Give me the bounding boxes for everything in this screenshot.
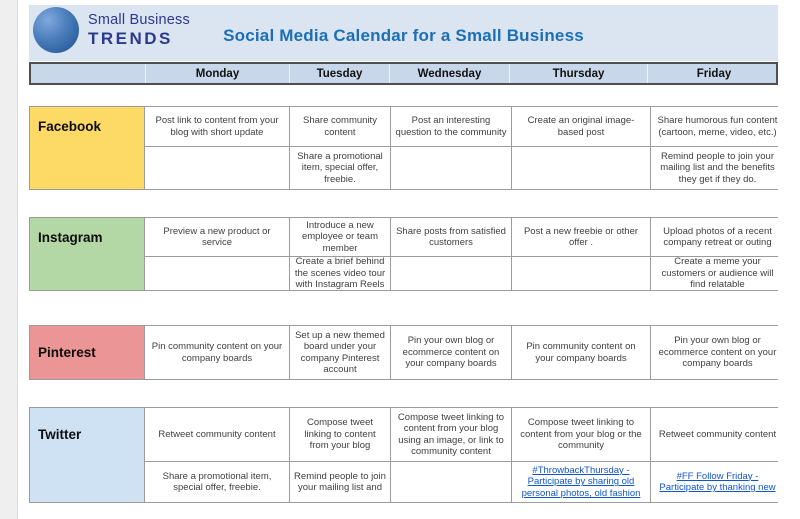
hashtag-link-twitter-thursday[interactable]: #ThrowbackThursday - Participate by shar…: [521, 464, 641, 499]
cell-pinterest-wednesday: Pin your own blog or ecommerce content o…: [391, 326, 511, 379]
cell-pinterest-thursday: Pin community content on your company bo…: [512, 326, 650, 379]
cell-instagram-monday-r2: [145, 257, 289, 290]
cell-instagram-tuesday-r1: Introduce a new employee or team member: [290, 218, 390, 256]
cell-twitter-thursday-r1: Compose tweet linking to content from yo…: [512, 408, 650, 461]
cell-twitter-friday-r1: Retweet community content: [651, 408, 784, 461]
cell-twitter-wednesday-r1: Compose tweet linking to content from yo…: [391, 408, 511, 461]
platform-label-facebook: Facebook: [30, 107, 144, 189]
platform-row-pinterest: Pinterest Pin community content on your c…: [29, 325, 784, 380]
platform-row-instagram: Instagram Preview a new product or servic…: [29, 217, 784, 291]
page-margin-gutter: [0, 0, 18, 519]
platform-name-twitter: Twitter: [38, 427, 82, 442]
cell-pinterest-tuesday: Set up a new themed board under your com…: [290, 326, 390, 379]
day-header-thursday: Thursday: [509, 64, 647, 83]
platform-label-instagram: Instagram: [30, 218, 144, 290]
cell-twitter-wednesday-r2: [391, 462, 511, 502]
cell-facebook-monday-r2: [145, 147, 289, 189]
day-header-row: Monday Tuesday Wednesday Thursday Friday: [29, 62, 778, 85]
cell-facebook-monday-r1: Post link to content from your blog with…: [145, 107, 289, 146]
platform-name-instagram: Instagram: [38, 229, 103, 245]
cell-instagram-thursday-r2: [512, 257, 650, 290]
cell-instagram-tuesday-r2: Create a brief behind the scenes video t…: [290, 257, 390, 290]
cell-facebook-friday-r1: Share humorous fun content (cartoon, mem…: [651, 107, 784, 146]
platform-row-twitter: Twitter Retweet community content Compose …: [29, 407, 784, 503]
page-title: Social Media Calendar for a Small Busine…: [223, 26, 584, 45]
logo-line2: TRENDS: [88, 28, 173, 48]
platform-row-facebook: Facebook Post link to content from your b…: [29, 106, 784, 190]
cell-facebook-wednesday-r2: [391, 147, 511, 189]
cell-twitter-monday-r2: Share a promotional item, special offer,…: [145, 462, 289, 502]
logo-text: Small Business TRENDS: [88, 13, 190, 47]
logo-line1: Small Business: [88, 12, 190, 29]
cell-facebook-tuesday-r1: Share community content: [290, 107, 390, 146]
cell-pinterest-monday: Pin community content on your company bo…: [145, 326, 289, 379]
platform-name-facebook: Facebook: [38, 119, 102, 134]
day-header-wednesday: Wednesday: [389, 64, 509, 83]
day-header-tuesday: Tuesday: [289, 64, 389, 83]
sheet-header: Small Business TRENDS Social Media Calen…: [29, 5, 778, 61]
cell-facebook-thursday-r2: [512, 147, 650, 189]
cell-facebook-friday-r2: Remind people to join your mailing list …: [651, 147, 784, 189]
cell-twitter-thursday-r2: #ThrowbackThursday - Participate by shar…: [512, 462, 650, 502]
cell-instagram-wednesday-r2: [391, 257, 511, 290]
logo-globe-icon: [33, 7, 79, 53]
cell-twitter-monday-r1: Retweet community content: [145, 408, 289, 461]
cell-instagram-friday-r2: Create a meme your customers or audience…: [651, 257, 784, 290]
cell-instagram-monday-r1: Preview a new product or service: [145, 218, 289, 256]
cell-facebook-thursday-r1: Create an original image-based post: [512, 107, 650, 146]
small-business-trends-logo: Small Business TRENDS: [33, 7, 190, 53]
day-header-friday: Friday: [647, 64, 780, 83]
cell-instagram-thursday-r1: Post a new freebie or other offer .: [512, 218, 650, 256]
hashtag-link-twitter-friday[interactable]: #FF Follow Friday - Participate by thank…: [659, 470, 776, 494]
platform-name-pinterest: Pinterest: [38, 345, 96, 360]
cell-twitter-tuesday-r2: Remind people to join your mailing list …: [290, 462, 390, 502]
cell-twitter-tuesday-r1: Compose tweet linking to content from yo…: [290, 408, 390, 461]
cell-twitter-friday-r2: #FF Follow Friday - Participate by thank…: [651, 462, 784, 502]
cell-pinterest-friday: Pin your own blog or ecommerce content o…: [651, 326, 784, 379]
cell-instagram-wednesday-r1: Share posts from satisfied customers: [391, 218, 511, 256]
platform-label-twitter: Twitter: [30, 408, 144, 502]
cell-instagram-friday-r1: Upload photos of a recent company retrea…: [651, 218, 784, 256]
cell-facebook-wednesday-r1: Post an interesting question to the comm…: [391, 107, 511, 146]
day-header-monday: Monday: [145, 64, 289, 83]
cell-facebook-tuesday-r2: Share a promotional item, special offer,…: [290, 147, 390, 189]
platform-label-pinterest: Pinterest: [30, 326, 144, 379]
